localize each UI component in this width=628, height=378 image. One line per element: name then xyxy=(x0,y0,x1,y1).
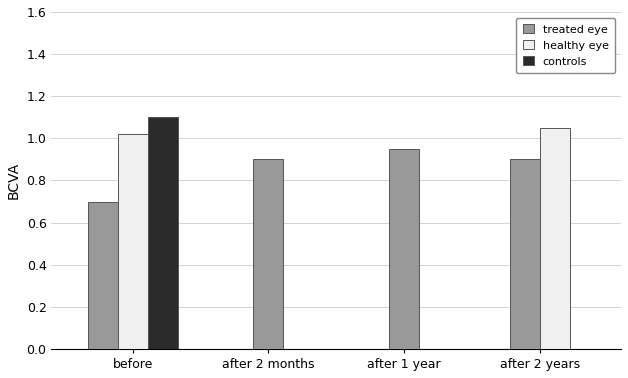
Bar xyxy=(539,128,570,349)
Legend: treated eye, healthy eye, controls: treated eye, healthy eye, controls xyxy=(516,17,615,73)
Y-axis label: BCVA: BCVA xyxy=(7,162,21,199)
Bar xyxy=(148,117,178,349)
Bar xyxy=(88,201,118,349)
Bar xyxy=(254,160,283,349)
Bar xyxy=(510,160,539,349)
Bar xyxy=(389,149,419,349)
Bar xyxy=(118,134,148,349)
